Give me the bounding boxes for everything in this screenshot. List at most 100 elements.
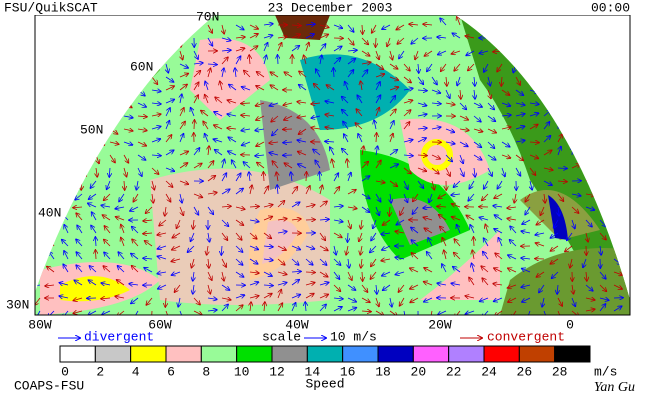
- wind-arrow: [305, 186, 310, 195]
- wind-arrow: [276, 172, 278, 182]
- wind-arrow: [92, 63, 97, 72]
- wind-arrow: [305, 34, 314, 39]
- wind-arrow: [180, 193, 182, 203]
- wind-arrow: [508, 268, 517, 273]
- wind-arrow: [269, 153, 279, 155]
- wind-arrow: [35, 220, 41, 223]
- wind-arrow: [403, 110, 411, 117]
- wind-arrow: [235, 219, 243, 225]
- wind-arrow: [305, 24, 315, 25]
- wind-arrow: [594, 110, 601, 117]
- wind-arrow: [101, 298, 111, 299]
- wind-arrow: [193, 148, 200, 156]
- wind-arrow: [412, 206, 419, 214]
- wind-arrow: [67, 102, 74, 109]
- wind-arrow: [165, 297, 166, 307]
- wind-arrow: [585, 298, 595, 300]
- wind-arrow: [109, 167, 110, 177]
- wind-arrow: [235, 258, 243, 265]
- wind-arrow: [189, 24, 195, 32]
- wind-arrow: [375, 95, 380, 104]
- wind-arrow: [137, 167, 142, 176]
- wind-arrow: [427, 63, 433, 71]
- colorbar-box: [200, 345, 238, 363]
- wind-arrow: [346, 245, 348, 255]
- wind-arrow: [599, 271, 606, 279]
- wind-arrow: [39, 89, 47, 96]
- wind-arrow: [501, 76, 502, 86]
- colorbar-box: [165, 345, 202, 363]
- wind-arrow: [361, 37, 368, 44]
- wind-arrow: [333, 284, 340, 291]
- wind-arrow: [215, 150, 223, 156]
- wind-arrow: [417, 76, 423, 84]
- wind-arrow: [271, 115, 279, 122]
- wind-arrow: [347, 159, 348, 169]
- wind-arrow: [145, 37, 153, 44]
- wind-arrow: [423, 217, 433, 220]
- wind-arrow: [522, 269, 531, 273]
- wind-arrow: [263, 205, 273, 207]
- colorbar-tick: 8: [202, 364, 210, 379]
- wind-arrow: [235, 56, 241, 65]
- wind-arrow: [439, 215, 447, 221]
- wind-arrow: [396, 219, 405, 225]
- wind-arrow: [376, 206, 379, 215]
- wind-arrow: [146, 50, 153, 58]
- wind-arrow: [291, 187, 297, 195]
- wind-arrow: [470, 225, 475, 234]
- wind-arrow: [356, 109, 363, 117]
- wind-arrow: [87, 51, 97, 52]
- wind-arrow: [305, 283, 315, 285]
- wind-arrow: [515, 154, 523, 160]
- wind-arrow: [507, 207, 517, 208]
- lat-label: 30N: [6, 297, 29, 312]
- wind-arrow: [263, 217, 272, 221]
- wind-arrow: [39, 180, 45, 188]
- wind-arrow: [383, 284, 391, 290]
- wind-arrow: [487, 128, 496, 133]
- wind-arrow: [543, 63, 551, 69]
- wind-arrow: [39, 115, 49, 116]
- wind-arrow: [193, 163, 202, 169]
- wind-arrow: [235, 207, 245, 209]
- wind-arrow: [311, 103, 321, 104]
- wind-arrow: [613, 206, 623, 207]
- wind-arrow: [375, 181, 385, 183]
- wind-arrow: [201, 111, 209, 117]
- wind-arrow: [143, 233, 153, 234]
- wind-arrow: [144, 268, 153, 273]
- wind-arrow: [277, 231, 287, 233]
- wind-arrow: [319, 219, 329, 220]
- wind-arrow: [375, 63, 383, 69]
- wind-arrow: [347, 24, 354, 32]
- wind-arrow: [389, 180, 397, 186]
- wind-arrow: [221, 50, 231, 51]
- wind-arrow: [389, 109, 396, 117]
- wind-arrow: [104, 193, 111, 200]
- wind-arrow: [263, 285, 273, 286]
- wind-arrow: [515, 140, 525, 142]
- wind-arrow: [501, 155, 510, 158]
- wind-arrow: [424, 268, 433, 273]
- wind-arrow: [417, 138, 426, 143]
- wind-arrow: [319, 34, 328, 39]
- wind-arrow: [249, 258, 258, 264]
- wind-arrow: [45, 37, 55, 38]
- wind-arrow: [417, 114, 427, 116]
- wind-arrow: [179, 84, 187, 91]
- colorbar-tick: 4: [132, 364, 140, 379]
- wind-arrow: [35, 37, 41, 43]
- wind-arrow: [494, 229, 503, 234]
- wind-arrow: [207, 161, 214, 169]
- wind-arrow: [129, 284, 139, 285]
- wind-arrow: [460, 89, 461, 99]
- wind-arrow: [613, 45, 621, 52]
- wind-arrow: [102, 310, 111, 315]
- wind-arrow: [193, 82, 199, 91]
- wind-arrow: [431, 167, 439, 174]
- wind-arrow: [157, 272, 167, 274]
- wind-arrow: [600, 172, 601, 182]
- wind-arrow: [179, 151, 188, 156]
- wind-arrow: [481, 266, 489, 273]
